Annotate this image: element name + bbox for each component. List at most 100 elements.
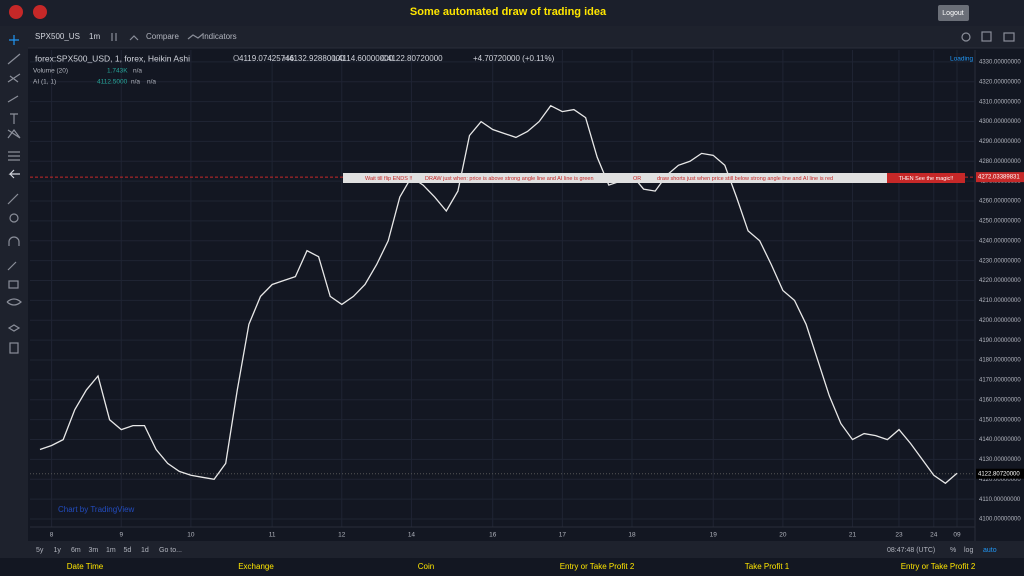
chart-pane: 4100.000000004110.000000004120.000000004…	[30, 50, 1024, 541]
y-tick-label: 4200.00000000	[979, 318, 1021, 324]
banner-text: draw shorts just when price still below …	[657, 176, 833, 182]
footer-item: Entry or Take Profit 2	[901, 562, 976, 571]
y-tick-label: 4180.00000000	[979, 358, 1021, 364]
x-tick-label: 18	[628, 532, 636, 539]
volume-legend: Volume (20)	[33, 68, 68, 75]
footer-item: Entry or Take Profit 2	[560, 562, 635, 571]
ohlc-label: C	[381, 54, 387, 63]
y-tick-label: 4150.00000000	[979, 417, 1021, 423]
ai-na: n/a	[147, 79, 156, 86]
logo	[9, 5, 23, 19]
range-buttons: 5y 1y 6m 3m 1m 5d 1d	[36, 547, 149, 554]
compare[interactable]: Compare	[146, 32, 179, 41]
banner-text: OR	[633, 176, 641, 182]
x-tick-label: 20	[779, 532, 787, 539]
y-tick-label: 4240.00000000	[979, 238, 1021, 244]
symbol[interactable]: SPX500_US	[35, 32, 80, 41]
footer-items: Date Time Exchange Coin Entry or Take Profi…	[67, 562, 976, 571]
logo	[33, 5, 47, 19]
settings-icon[interactable]	[961, 32, 971, 42]
log-toggle[interactable]: log	[964, 547, 973, 554]
range-button[interactable]: 3m	[89, 547, 99, 554]
x-tick-label: 16	[489, 532, 497, 539]
x-tick-label: 9	[119, 532, 123, 539]
footer-item: Coin	[418, 562, 434, 571]
y-tick-label: 4250.00000000	[979, 219, 1021, 225]
x-tick-label: 17	[559, 532, 567, 539]
header	[0, 0, 1024, 26]
x-tick-label: 19	[710, 532, 718, 539]
x-tick-label: 14	[408, 532, 416, 539]
y-tick-label: 4160.00000000	[979, 397, 1021, 403]
y-tick-label: 4260.00000000	[979, 199, 1021, 205]
y-tick-label: 4310.00000000	[979, 99, 1021, 105]
percent-toggle[interactable]: %	[950, 547, 956, 554]
y-tick-label: 4220.00000000	[979, 278, 1021, 284]
banner-text: DRAW just when: price is above strong an…	[425, 176, 594, 182]
logout-label[interactable]: Logout	[942, 10, 963, 17]
x-tick-label: 10	[187, 532, 195, 539]
x-tick-label: 8	[50, 532, 54, 539]
range-button[interactable]: 5d	[124, 547, 132, 554]
y-tick-label: 4230.00000000	[979, 258, 1021, 264]
y-tick-label: 4110.00000000	[979, 497, 1021, 503]
y-tick-label: 4330.00000000	[979, 60, 1021, 66]
page-title: Some automated draw of trading idea	[410, 6, 607, 18]
ai-value: 4112.5000	[97, 79, 128, 86]
footer-item: Date Time	[67, 562, 104, 571]
y-tick-label: 4140.00000000	[979, 437, 1021, 443]
sidebar	[0, 26, 28, 560]
ohlc-label: L	[333, 54, 338, 63]
fullscreen-icon[interactable]	[981, 31, 992, 42]
logout-button[interactable]	[938, 5, 969, 21]
ohlc-value: 4132.92880000	[289, 54, 345, 63]
ohlc-value: 4114.60000000	[338, 54, 394, 63]
price-label-bg	[976, 172, 1024, 183]
last-price-bg	[976, 468, 1024, 479]
auto-toggle[interactable]: auto	[983, 547, 997, 554]
y-tick-label: 4130.00000000	[979, 457, 1021, 463]
change: +4.70720000 (+0.11%)	[473, 54, 555, 63]
range-button[interactable]: 1d	[141, 547, 149, 554]
goto[interactable]: Go to...	[159, 547, 182, 554]
banner-cta	[887, 173, 965, 183]
ai-legend: AI (1, 1)	[33, 79, 56, 86]
x-tick-label: 12	[338, 532, 346, 539]
y-tick-label: 4300.00000000	[979, 119, 1021, 125]
footer	[0, 558, 1024, 576]
ohlc-value: 4119.07425746	[239, 54, 295, 63]
ohlc-label: H	[283, 54, 289, 63]
ai-na: n/a	[131, 79, 140, 86]
loading: Loading	[950, 56, 974, 63]
y-tick-label: 4210.00000000	[979, 298, 1021, 304]
legend-main: forex:SPX500_USD, 1, forex, Heikin Ashi	[35, 53, 190, 63]
y-tick-label: 4120.00000000	[979, 477, 1021, 483]
range-button[interactable]: 6m	[71, 547, 81, 554]
plot-area	[30, 50, 975, 527]
range-button[interactable]: 1y	[54, 547, 62, 554]
bottom-bar	[28, 541, 1024, 558]
camera-icon[interactable]	[1003, 32, 1015, 42]
drawing-tools	[6, 35, 22, 354]
x-tick-label: 24	[930, 532, 938, 539]
toolbar-icons	[111, 33, 204, 41]
last-price-label: 4122.80720000	[978, 471, 1020, 477]
clock: 08:47:48 (UTC)	[887, 547, 935, 554]
x-tick-label: 21	[849, 532, 857, 539]
interval[interactable]: 1m	[89, 32, 100, 41]
volume-value: 1.743K	[107, 68, 128, 75]
range-button[interactable]: 1m	[106, 547, 116, 554]
y-tick-label: 4100.00000000	[979, 517, 1021, 523]
footer-item: Exchange	[238, 562, 274, 571]
banner-text: THEN See the magic!!	[899, 176, 954, 182]
y-tick-label: 4320.00000000	[979, 79, 1021, 85]
y-tick-label: 4170.00000000	[979, 378, 1021, 384]
ohlc-label: O	[233, 54, 239, 63]
price-label: 4272.03389831	[978, 175, 1020, 181]
range-button[interactable]: 5y	[36, 547, 44, 554]
banner	[343, 173, 887, 183]
x-tick-label: 11	[269, 532, 276, 539]
ohlc-value: 4122.80720000	[387, 54, 443, 63]
indicators[interactable]: Indicators	[202, 32, 237, 41]
